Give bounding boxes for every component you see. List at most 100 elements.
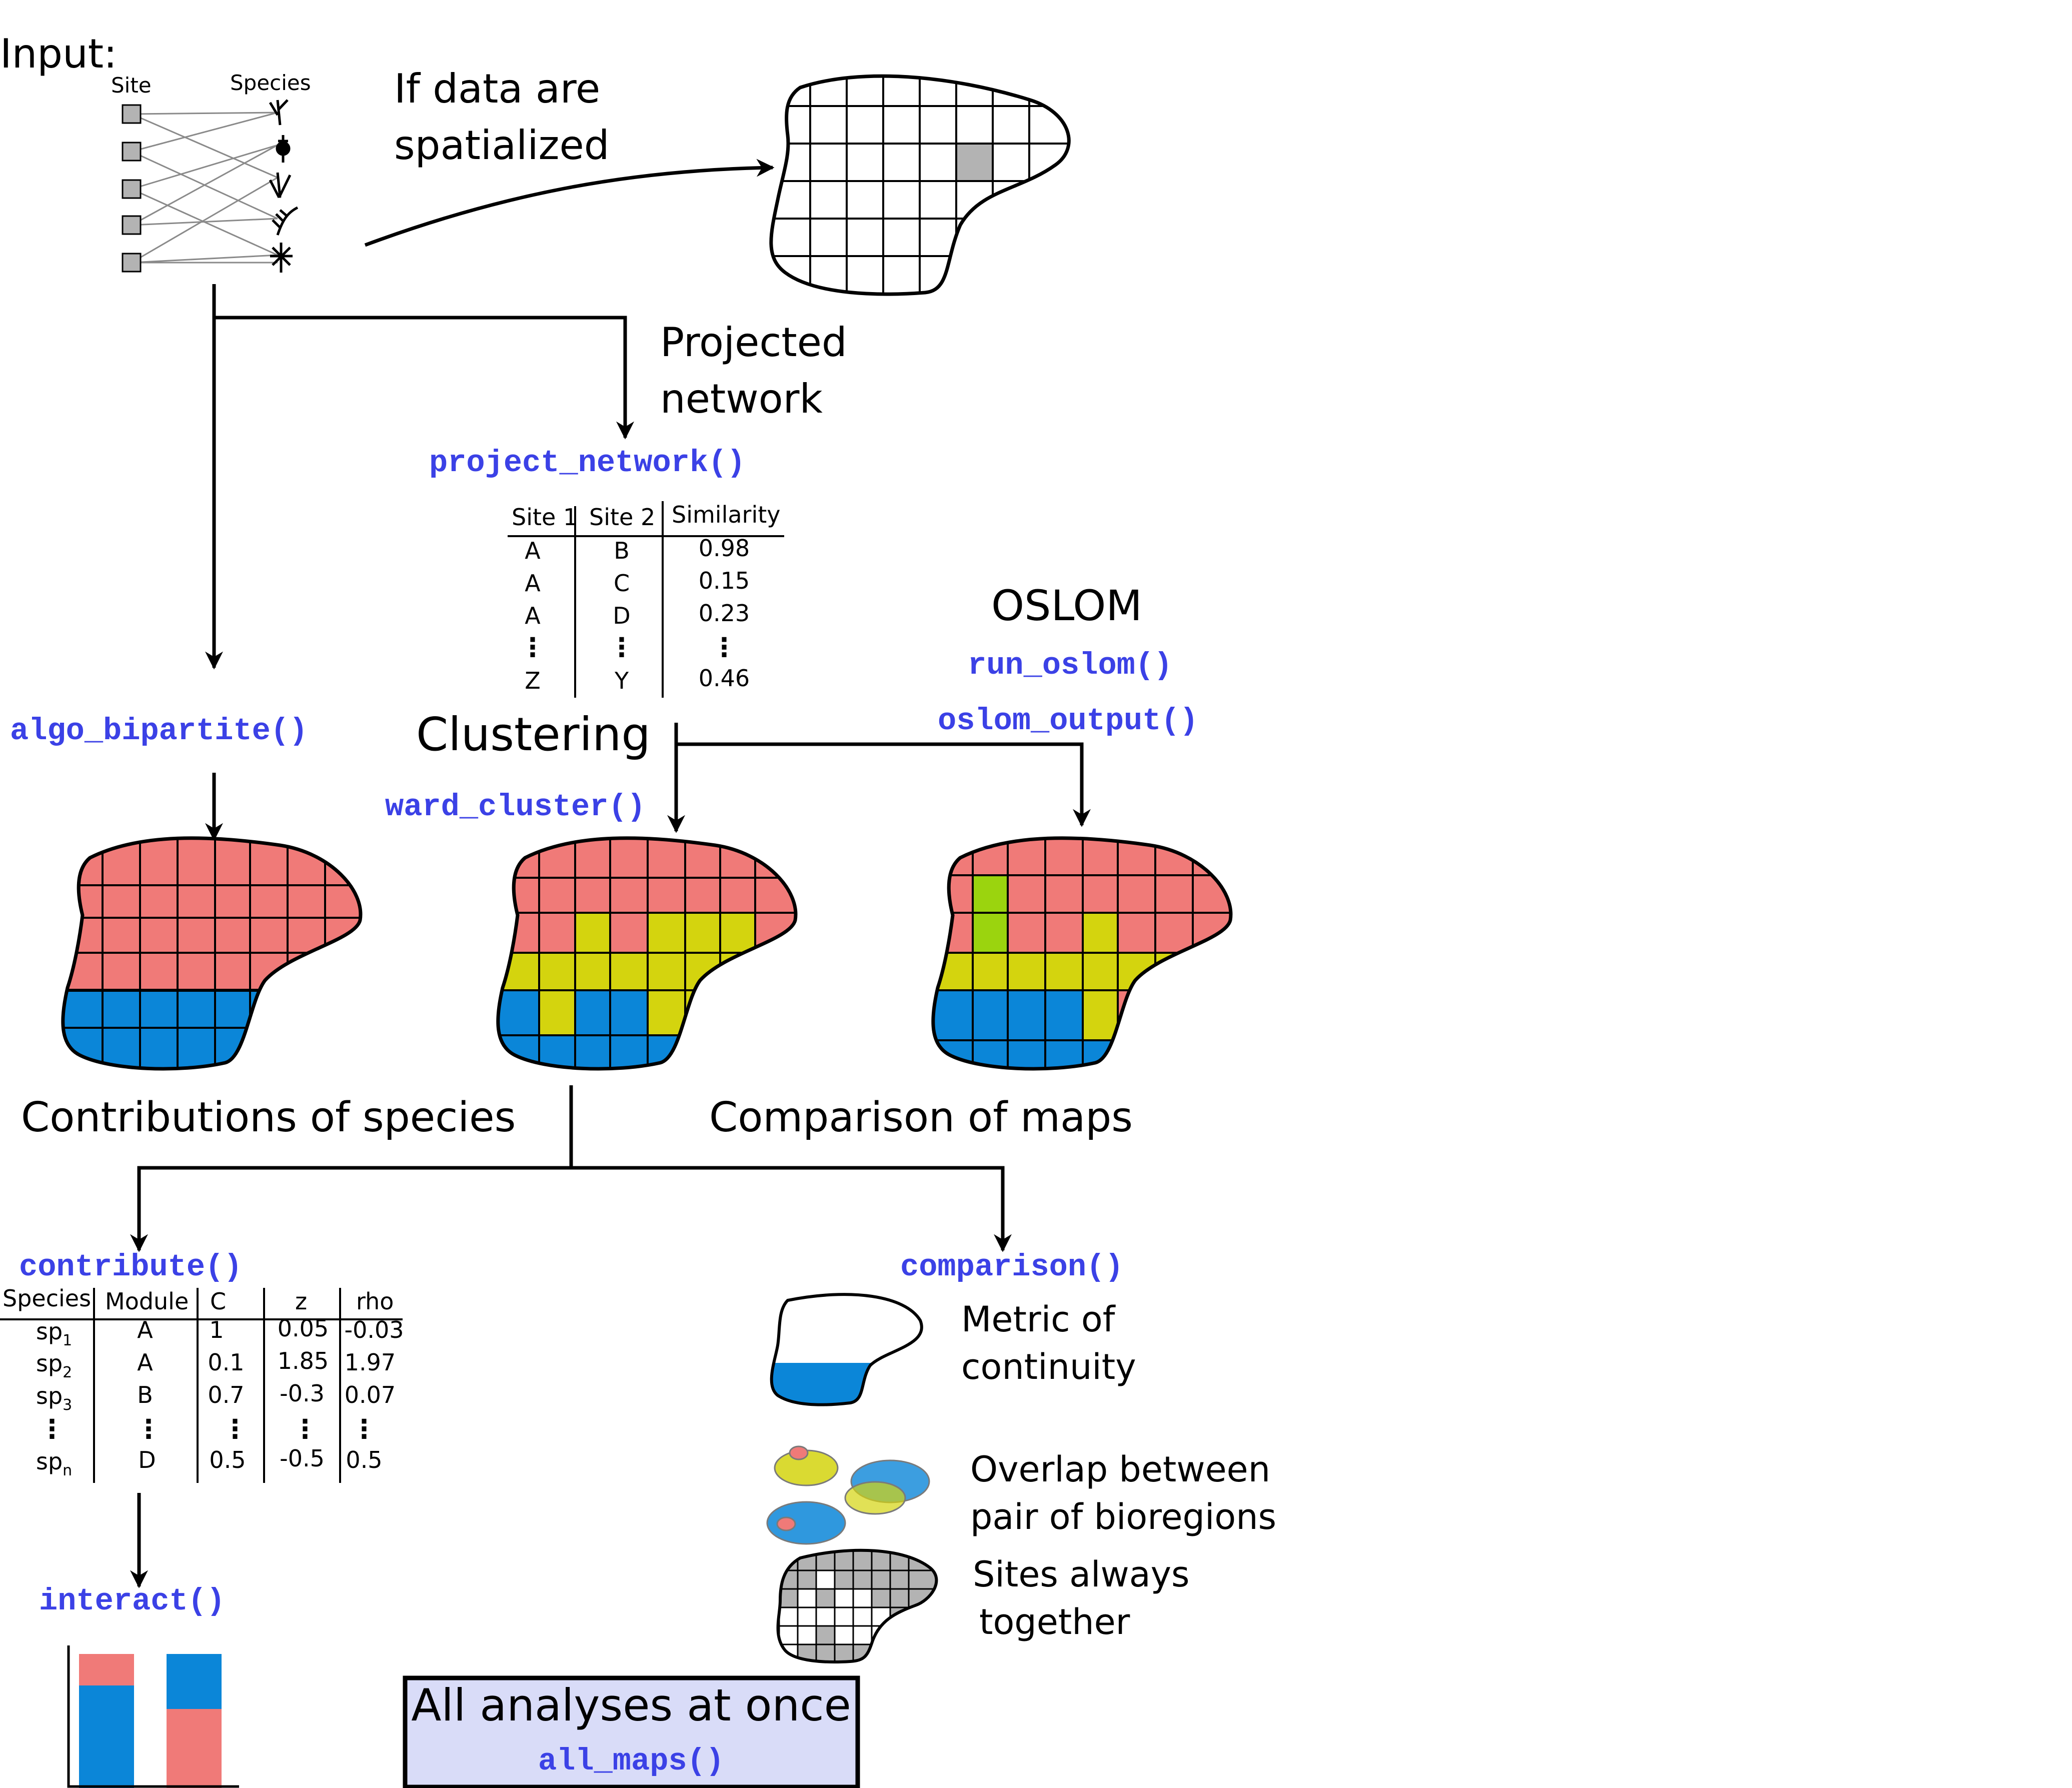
sim-cell: C — [614, 570, 630, 597]
highlighted-cell — [956, 144, 993, 181]
contrib-cell: 0.05 — [278, 1315, 329, 1342]
contrib-cell: A — [137, 1316, 153, 1343]
contrib-cell: ⋮ — [351, 1414, 377, 1444]
contrib-cell: ⋮ — [136, 1414, 162, 1444]
flower-icon — [276, 135, 291, 163]
input-label: Input: — [0, 31, 117, 77]
project-network-function: project_network() — [429, 445, 746, 481]
site-node — [122, 215, 142, 235]
site-node — [122, 142, 142, 162]
contributions-label: Contributions of species — [21, 1094, 516, 1141]
fern-icon — [272, 206, 299, 236]
site-node — [122, 104, 142, 124]
bar1-red — [79, 1654, 134, 1685]
sites-label-line2: together — [979, 1601, 1130, 1642]
contrib-species: sp2 — [36, 1350, 72, 1381]
interact-function: interact() — [39, 1583, 225, 1619]
site-nodes — [122, 104, 142, 273]
similarity-table: Site 1 Site 2 Similarity A B 0.98 A C 0.… — [508, 501, 784, 698]
contrib-cell: -0.03 — [344, 1316, 404, 1343]
sim-cell: ⋮ — [711, 633, 737, 663]
analysis-branch-lines — [130, 1085, 1012, 1588]
ward-cluster-map — [496, 836, 798, 1071]
algo-bipartite-function: algo_bipartite() — [10, 713, 308, 749]
contrib-species: sp3 — [36, 1382, 72, 1414]
sim-cell: 0.46 — [699, 665, 750, 692]
spatial-label-line1: If data are — [394, 66, 600, 112]
metric-map — [770, 1293, 923, 1406]
bipartite-links — [131, 112, 278, 264]
contrib-header-module: Module — [105, 1288, 189, 1315]
site-node — [122, 253, 142, 273]
species-header: Species — [230, 71, 311, 95]
contrib-species: spn — [36, 1448, 72, 1479]
site-header: Site — [111, 73, 152, 98]
oslom-output-function: oslom_output() — [938, 703, 1198, 739]
clustering-branch-lines — [205, 723, 1091, 841]
metric-label-line2: continuity — [961, 1346, 1136, 1387]
sites-label-line1: Sites always — [973, 1554, 1190, 1595]
spatial-label-line2: spatialized — [394, 122, 610, 169]
contrib-species: ⋮ — [39, 1414, 65, 1444]
sites-together-map — [776, 1548, 938, 1663]
star-plant-icon — [270, 243, 293, 273]
site-node — [122, 179, 142, 199]
all-analyses-label: All analyses at once — [411, 1679, 851, 1731]
sim-cell: ⋮ — [609, 633, 635, 663]
plant-icon — [269, 99, 289, 126]
overlap-ellipses — [766, 1445, 930, 1545]
contrib-cell: 1.85 — [278, 1347, 329, 1374]
sim-cell: B — [614, 537, 630, 564]
contrib-header-c: C — [210, 1288, 226, 1315]
overlap-ellipse — [789, 1445, 809, 1460]
run-oslom-function: run_oslom() — [968, 648, 1172, 683]
contrib-cell: B — [137, 1381, 153, 1408]
sim-cell: D — [613, 602, 630, 629]
sim-header-similarity: Similarity — [672, 501, 781, 528]
contrib-cell: 0.5 — [209, 1446, 246, 1473]
comparison-function: comparison() — [900, 1249, 1123, 1285]
contrib-cell: 1 — [209, 1316, 224, 1343]
sim-cell: 0.23 — [699, 600, 750, 627]
bar2-blue — [167, 1654, 222, 1709]
grass-icon — [269, 172, 292, 199]
clustering-label: Clustering — [416, 708, 651, 761]
bar2-red — [167, 1709, 222, 1788]
overlap-ellipse — [766, 1501, 846, 1545]
contrib-header-z: z — [295, 1288, 307, 1315]
input-branch-lines — [205, 284, 634, 670]
contrib-cell: A — [137, 1349, 153, 1376]
contrib-cell: 0.1 — [208, 1349, 244, 1376]
overlap-ellipse — [844, 1481, 906, 1515]
sim-cell: A — [525, 570, 541, 597]
oslom-map — [931, 836, 1233, 1071]
projected-label-line1: Projected — [660, 319, 847, 366]
contrib-cell: 0.7 — [208, 1381, 244, 1408]
interact-bar-chart — [67, 1645, 239, 1788]
contrib-cell: 1.97 — [345, 1349, 396, 1376]
all-analyses-box: All analyses at once all_maps() — [403, 1675, 860, 1788]
sim-header-site1: Site 1 — [512, 504, 578, 531]
oslom-label: OSLOM — [991, 581, 1142, 630]
contrib-cell: 0.07 — [345, 1381, 396, 1408]
sim-cell: 0.15 — [699, 567, 750, 594]
sim-cell: Y — [614, 667, 629, 694]
contrib-header-species: Species — [3, 1285, 91, 1312]
overlap-label-line1: Overlap between — [970, 1449, 1270, 1490]
overlap-ellipse — [776, 1516, 796, 1531]
metric-label-line1: Metric of — [961, 1299, 1116, 1340]
ward-cluster-function: ward_cluster() — [385, 789, 646, 825]
contrib-cell: -0.5 — [280, 1445, 325, 1472]
sim-cell: ⋮ — [520, 633, 546, 663]
sim-header-site2: Site 2 — [589, 504, 655, 531]
overlap-label-line2: pair of bioregions — [970, 1496, 1276, 1537]
sim-cell: 0.98 — [699, 535, 750, 562]
bipartite-map — [61, 836, 363, 1071]
contrib-header-rho: rho — [356, 1288, 394, 1315]
contrib-cell: -0.3 — [280, 1380, 325, 1407]
sim-cell: Z — [525, 667, 541, 694]
contrib-cell: ⋮ — [292, 1414, 318, 1444]
contrib-cell: ⋮ — [222, 1414, 248, 1444]
contribute-function: contribute() — [19, 1249, 242, 1285]
contribute-table: Species Module C z rho sp1 sp2 sp3 ⋮ spn… — [0, 1285, 404, 1483]
